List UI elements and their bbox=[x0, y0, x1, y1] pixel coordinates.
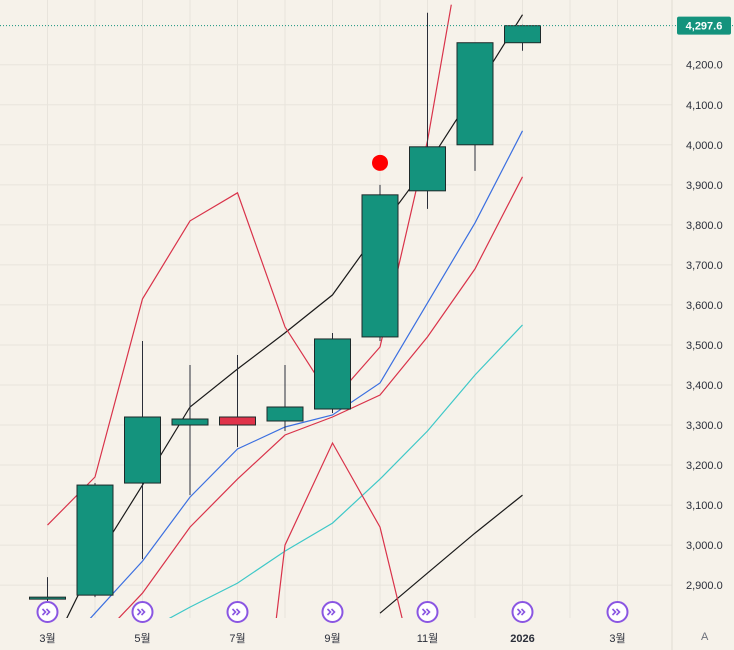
indicator-line bbox=[379, 494, 523, 614]
event-marker-circle[interactable] bbox=[511, 601, 534, 623]
time-tick-label: 5월 bbox=[134, 632, 150, 645]
time-tick-label: 7월 bbox=[229, 632, 245, 645]
event-marker-glyph[interactable] bbox=[516, 608, 526, 616]
candle[interactable] bbox=[504, 24, 541, 51]
candle-body[interactable] bbox=[76, 484, 114, 596]
overlay-layer bbox=[372, 154, 388, 171]
candle-body[interactable] bbox=[171, 418, 209, 426]
last-price-label: 4,297.6 bbox=[686, 21, 723, 33]
event-marker-icon[interactable] bbox=[416, 601, 439, 623]
grid-layer bbox=[0, 0, 672, 618]
candle[interactable] bbox=[171, 364, 209, 496]
candle-body[interactable] bbox=[29, 596, 66, 600]
price-tick-label: 3,800.0 bbox=[686, 220, 723, 232]
candles-layer[interactable] bbox=[29, 12, 541, 602]
price-tick-label: 4,000.0 bbox=[686, 140, 723, 152]
candle[interactable] bbox=[456, 42, 494, 171]
event-marker-circle[interactable] bbox=[131, 601, 154, 623]
event-marker-icon[interactable] bbox=[226, 601, 249, 623]
time-tick-label: 3월 bbox=[609, 632, 625, 645]
indicator-line bbox=[168, 324, 523, 618]
event-marker-circle[interactable] bbox=[606, 601, 629, 623]
time-axis[interactable]: 3월 5월 7월 9월 11월 2026 3월 bbox=[36, 601, 629, 645]
candle-body[interactable] bbox=[314, 338, 351, 410]
candle[interactable] bbox=[266, 364, 304, 432]
candle-body[interactable] bbox=[361, 194, 399, 338]
candle-body[interactable] bbox=[219, 416, 256, 426]
candle-body[interactable] bbox=[266, 406, 304, 422]
event-marker-circle[interactable] bbox=[226, 601, 249, 623]
candle-body[interactable] bbox=[124, 416, 161, 484]
time-tick-label: 3월 bbox=[39, 632, 55, 645]
price-tick-label: 3,600.0 bbox=[686, 300, 723, 312]
event-marker-icon[interactable] bbox=[36, 601, 59, 623]
candle[interactable] bbox=[124, 340, 161, 560]
candle[interactable] bbox=[409, 12, 446, 209]
tradingview-logo[interactable]: A bbox=[701, 631, 709, 643]
price-tick-label: 3,500.0 bbox=[686, 340, 723, 352]
event-marker-icon[interactable] bbox=[511, 601, 534, 623]
price-tick-label: 2,900.0 bbox=[686, 580, 723, 592]
candle[interactable] bbox=[76, 483, 114, 598]
price-tick-label: 3,000.0 bbox=[686, 540, 723, 552]
event-marker-glyph[interactable] bbox=[231, 608, 241, 616]
price-tick-label: 3,400.0 bbox=[686, 380, 723, 392]
candle-body[interactable] bbox=[456, 42, 494, 146]
price-tick-label: 3,200.0 bbox=[686, 460, 723, 472]
time-tick-label: 9월 bbox=[324, 632, 340, 645]
candle[interactable] bbox=[361, 184, 399, 341]
time-tick-label: 11월 bbox=[417, 632, 439, 645]
time-tick-label: 2026 bbox=[510, 633, 534, 645]
event-marker-glyph[interactable] bbox=[611, 608, 621, 616]
candle[interactable] bbox=[314, 332, 351, 414]
price-tick-label: 4,100.0 bbox=[686, 100, 723, 112]
candle-body[interactable] bbox=[504, 25, 541, 44]
indicator-line bbox=[47, 4, 452, 526]
event-marker-circle[interactable] bbox=[321, 601, 344, 623]
price-tick-label: 3,700.0 bbox=[686, 260, 723, 272]
signal-dot bbox=[372, 154, 388, 171]
price-tick-label: 4,200.0 bbox=[686, 60, 723, 72]
indicator-lines bbox=[47, 4, 524, 618]
event-marker-glyph[interactable] bbox=[136, 608, 146, 616]
last-price-tag[interactable] bbox=[677, 16, 731, 35]
candle[interactable] bbox=[219, 354, 256, 448]
price-tick-label: 3,100.0 bbox=[686, 500, 723, 512]
candle-body[interactable] bbox=[409, 146, 446, 192]
event-marker-glyph[interactable] bbox=[41, 608, 51, 616]
indicator-line bbox=[275, 441, 403, 618]
event-marker-glyph[interactable] bbox=[326, 608, 336, 616]
event-marker-icon[interactable] bbox=[606, 601, 629, 623]
candle[interactable] bbox=[29, 577, 66, 602]
price-tick-label: 3,900.0 bbox=[686, 180, 723, 192]
event-marker-icon[interactable] bbox=[131, 601, 154, 623]
indicator-line bbox=[118, 176, 524, 618]
event-marker-circle[interactable] bbox=[36, 601, 59, 623]
event-marker-icon[interactable] bbox=[321, 601, 344, 623]
event-marker-glyph[interactable] bbox=[421, 608, 431, 616]
price-tick-label: 3,300.0 bbox=[686, 420, 723, 432]
indicator-line bbox=[66, 14, 524, 618]
event-marker-circle[interactable] bbox=[416, 601, 439, 623]
